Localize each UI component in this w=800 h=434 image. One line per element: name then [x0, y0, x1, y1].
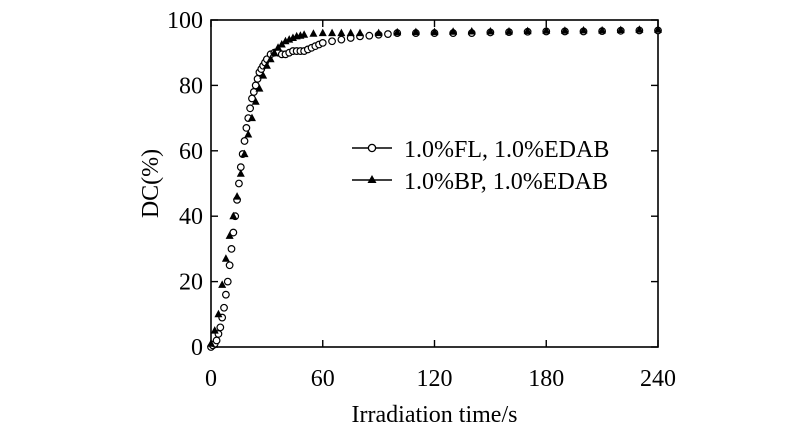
data-point-fl	[240, 137, 249, 145]
data-point-bp	[259, 71, 268, 79]
data-point-bp	[247, 113, 256, 122]
data-point-bp	[356, 28, 364, 37]
data-point-fl	[223, 277, 232, 286]
data-point-fl	[235, 179, 243, 188]
data-point-bp	[251, 97, 260, 105]
y-tick-label: 20	[179, 270, 203, 296]
legend-label-bp: 1.0%BP, 1.0%EDAB	[404, 169, 608, 195]
data-point-bp	[374, 28, 383, 37]
data-point-bp	[309, 29, 318, 37]
y-tick-label: 40	[179, 204, 203, 230]
data-point-bp	[486, 26, 495, 35]
data-point-bp	[560, 26, 569, 34]
data-point-fl	[227, 244, 236, 253]
series-bp-markers	[207, 25, 662, 347]
data-point-fl	[249, 88, 258, 96]
data-point-bp	[221, 254, 230, 262]
x-tick-label: 240	[640, 366, 676, 392]
data-point-bp	[233, 192, 242, 200]
data-point-bp	[270, 48, 279, 56]
data-point-bp	[467, 26, 476, 35]
x-axis-label: Irradiation time/s	[352, 402, 518, 428]
data-point-bp	[218, 280, 227, 288]
y-axis-label: DC(%)	[138, 149, 164, 218]
data-point-fl	[318, 38, 327, 47]
data-point-bp	[635, 25, 644, 33]
data-point-bp	[244, 129, 253, 138]
data-point-bp	[225, 231, 234, 239]
data-point-fl	[221, 290, 230, 299]
legend-marker-bp	[367, 175, 377, 183]
data-point-bp	[240, 149, 249, 158]
data-point-fl	[212, 336, 221, 345]
x-tick-label: 60	[311, 366, 335, 392]
x-tick-label: 180	[528, 366, 564, 392]
legend-label-fl: 1.0%FL, 1.0%EDAB	[404, 137, 609, 163]
y-tick-label: 100	[167, 8, 203, 34]
data-point-bp	[255, 84, 264, 92]
data-point-bp	[542, 26, 551, 34]
data-point-bp	[266, 54, 275, 63]
legend-item-bp: 1.0%BP, 1.0%EDAB	[352, 169, 608, 195]
x-tick-label: 120	[417, 366, 453, 392]
axis-ticks: 0 60 120 180 240 0 20 40 60 80 100	[167, 8, 676, 392]
y-tick-label: 0	[191, 335, 203, 361]
data-point-bp	[523, 26, 532, 35]
data-point-bp	[318, 28, 327, 37]
data-point-bp	[300, 30, 309, 38]
data-point-bp	[654, 25, 662, 33]
data-point-bp	[210, 326, 219, 334]
data-point-fl	[365, 31, 374, 40]
data-point-fl	[328, 37, 336, 46]
data-point-bp	[598, 25, 607, 34]
data-point-fl	[220, 303, 228, 312]
data-point-bp	[505, 26, 513, 35]
data-point-bp	[207, 339, 215, 347]
y-tick-label: 60	[179, 139, 203, 165]
data-point-bp	[411, 27, 420, 36]
data-point-bp	[214, 309, 223, 318]
data-point-bp	[579, 25, 588, 34]
data-point-fl	[246, 104, 255, 113]
data-point-fl	[253, 74, 262, 83]
data-point-bp	[449, 27, 458, 35]
data-point-bp	[337, 28, 346, 37]
x-tick-label: 0	[205, 366, 217, 392]
data-point-bp	[393, 27, 402, 36]
legend-marker-fl	[367, 143, 377, 153]
data-point-fl	[384, 30, 392, 38]
data-point-bp	[616, 25, 625, 34]
data-point-bp	[262, 61, 271, 69]
legend: 1.0%FL, 1.0%EDAB 1.0%BP, 1.0%EDAB	[352, 137, 609, 195]
data-point-fl	[337, 35, 346, 44]
data-point-fl	[216, 323, 225, 332]
data-point-bp	[346, 28, 355, 37]
data-point-bp	[328, 28, 337, 37]
data-point-bp	[430, 27, 439, 36]
data-point-fl	[242, 124, 251, 132]
data-point-bp	[236, 169, 245, 177]
data-point-fl	[225, 261, 234, 270]
y-tick-label: 80	[179, 73, 203, 99]
legend-item-fl: 1.0%FL, 1.0%EDAB	[352, 137, 609, 163]
data-point-bp	[229, 211, 238, 220]
